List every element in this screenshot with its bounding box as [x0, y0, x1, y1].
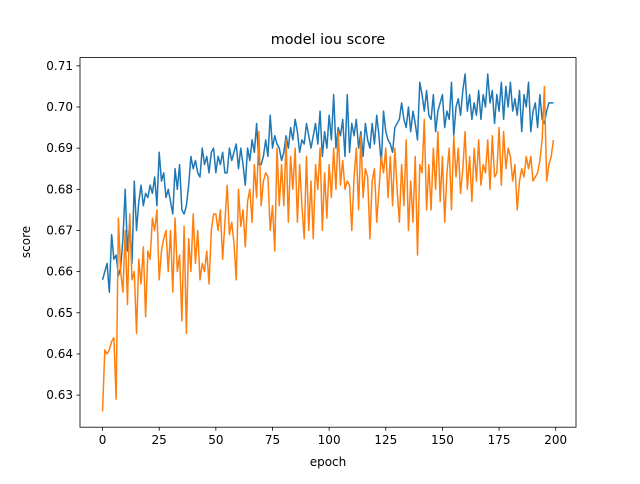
x-tick-label: 50	[208, 433, 223, 447]
x-tick-label: 75	[265, 433, 280, 447]
x-tick-label: 125	[374, 433, 397, 447]
x-tick-label: 0	[99, 433, 107, 447]
series-line	[101, 73, 554, 293]
x-tick-label: 200	[544, 433, 567, 447]
y-tick-label: 0.64	[46, 347, 73, 361]
x-axis-label: epoch	[310, 455, 347, 469]
y-tick-label: 0.66	[46, 265, 73, 279]
y-tick-label: 0.68	[46, 182, 73, 196]
x-tick-label: 25	[152, 433, 167, 447]
y-tick-label: 0.70	[46, 100, 73, 114]
x-tick-label: 175	[488, 433, 511, 447]
y-tick-label: 0.67	[46, 223, 73, 237]
y-tick-label: 0.65	[46, 306, 73, 320]
x-tick-label: 150	[431, 433, 454, 447]
axes-frame	[79, 57, 577, 428]
chart-title: model iou score	[271, 32, 386, 48]
x-tick-label: 100	[318, 433, 341, 447]
y-tick-label: 0.71	[46, 59, 73, 73]
series-line	[101, 85, 555, 412]
y-axis-label: score	[19, 226, 33, 258]
y-tick-label: 0.63	[46, 388, 73, 402]
y-tick-label: 0.69	[46, 141, 73, 155]
